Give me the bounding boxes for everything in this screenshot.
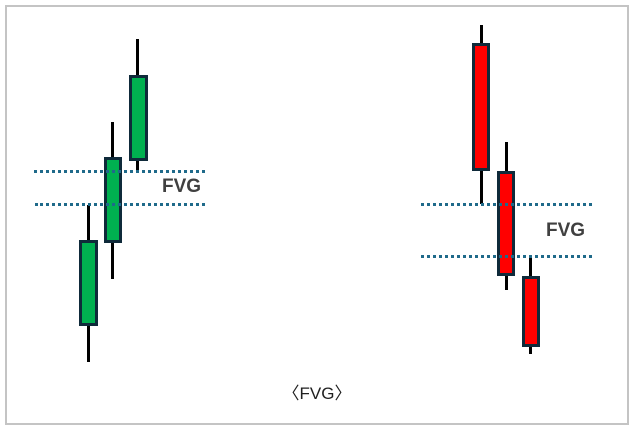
bullish-fvg-lower-line <box>35 203 205 206</box>
diagram-frame <box>5 5 629 425</box>
bullish-candle-1-body <box>79 240 98 326</box>
bearish-fvg-lower-line <box>421 255 592 258</box>
bearish-fvg-label: FVG <box>546 220 586 241</box>
bearish-candle-2-body <box>497 171 515 276</box>
bullish-candle-3-body <box>129 75 148 161</box>
bullish-candle-2-body <box>104 157 122 243</box>
bullish-fvg-label: FVG <box>162 176 202 197</box>
bearish-fvg-upper-line <box>421 203 592 206</box>
diagram-caption: 〈FVG〉 <box>282 384 352 403</box>
bearish-candle-1-body <box>472 43 490 171</box>
bullish-fvg-upper-line <box>34 170 205 173</box>
bearish-candle-3-body <box>522 276 540 347</box>
